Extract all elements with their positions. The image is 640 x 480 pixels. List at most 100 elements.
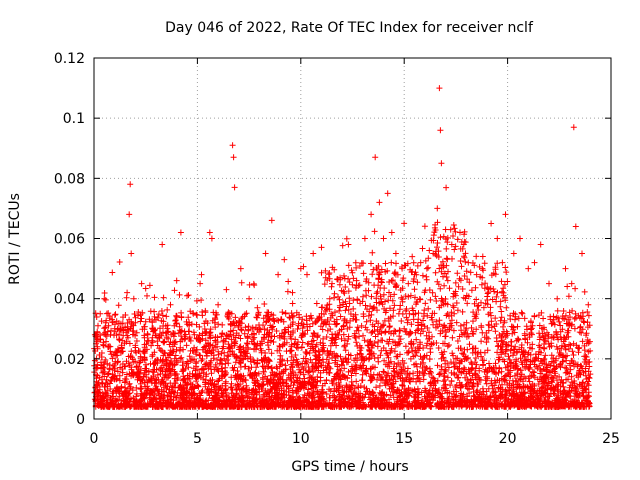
- data-point: [184, 292, 191, 299]
- data-point: [177, 229, 184, 236]
- data-point: [510, 250, 517, 257]
- data-point: [246, 295, 253, 302]
- data-point: [361, 235, 368, 242]
- data-point: [517, 235, 523, 242]
- data-point: [438, 160, 445, 167]
- data-point: [405, 280, 412, 287]
- data-point: [537, 241, 544, 248]
- data-point: [585, 301, 592, 308]
- data-point: [127, 181, 134, 188]
- data-point: [417, 259, 424, 266]
- data-point: [430, 250, 437, 257]
- data-point: [397, 361, 404, 368]
- data-point: [531, 259, 538, 266]
- data-point: [237, 265, 244, 272]
- data-point: [554, 295, 561, 302]
- data-point: [376, 199, 383, 206]
- data-point: [171, 355, 178, 362]
- data-point: [95, 379, 102, 386]
- data-point: [144, 331, 151, 338]
- data-point: [442, 226, 449, 233]
- data-point: [448, 241, 455, 248]
- data-point: [277, 379, 284, 386]
- y-tick-label: 0.08: [54, 171, 85, 187]
- data-point: [173, 277, 180, 284]
- data-point: [198, 271, 205, 278]
- data-point: [289, 289, 296, 296]
- data-point: [413, 349, 420, 356]
- data-point: [206, 229, 213, 236]
- data-point: [318, 310, 325, 317]
- data-point: [372, 154, 379, 161]
- data-point: [126, 211, 133, 218]
- data-point: [337, 274, 344, 281]
- data-point: [242, 376, 248, 383]
- data-point: [465, 259, 472, 266]
- data-point: [107, 331, 114, 338]
- x-tick-label: 5: [193, 431, 202, 447]
- data-point: [525, 265, 532, 272]
- data-point: [502, 211, 509, 218]
- data-point: [488, 220, 495, 227]
- data-point: [254, 304, 261, 311]
- data-point: [314, 373, 321, 380]
- y-tick-label: 0.06: [54, 232, 85, 248]
- data-point: [115, 385, 122, 392]
- data-point: [262, 250, 269, 257]
- data-point: [229, 142, 236, 149]
- data-point: [521, 373, 528, 380]
- data-point: [457, 229, 463, 236]
- chart-title: Day 046 of 2022, Rate Of TEC Index for r…: [165, 20, 534, 36]
- data-point: [275, 271, 282, 278]
- data-point: [570, 124, 577, 131]
- y-tick-label: 0.02: [54, 352, 85, 368]
- data-point: [258, 385, 265, 392]
- data-point: [368, 211, 375, 218]
- x-axis-label: GPS time / hours: [291, 459, 408, 475]
- data-point: [128, 250, 135, 257]
- data-point: [231, 184, 238, 191]
- data-point: [138, 280, 145, 287]
- data-point: [163, 385, 170, 392]
- y-tick-label: 0.12: [54, 51, 85, 67]
- data-point: [541, 379, 548, 386]
- data-point: [326, 295, 333, 302]
- data-point: [434, 205, 441, 212]
- x-tick-label: 10: [292, 431, 310, 447]
- data-point: [366, 355, 372, 362]
- y-tick-label: 0.1: [63, 111, 85, 127]
- data-point: [111, 325, 118, 332]
- data-point: [268, 217, 275, 224]
- x-tick-label: 20: [499, 431, 517, 447]
- data-point: [562, 265, 569, 272]
- data-point: [159, 241, 166, 248]
- data-point: [469, 364, 476, 371]
- data-point: [167, 301, 174, 308]
- data-point: [353, 277, 360, 284]
- x-tick-label: 15: [395, 431, 413, 447]
- data-point: [208, 235, 215, 242]
- data-point: [230, 154, 237, 161]
- x-tick-label: 0: [90, 431, 99, 447]
- data-point: [215, 301, 222, 308]
- data-point: [148, 379, 155, 386]
- data-point: [436, 85, 443, 92]
- data-point: [124, 289, 131, 296]
- background-scatter-cloud: [91, 184, 594, 410]
- data-point: [452, 355, 459, 362]
- data-point: [392, 250, 399, 257]
- data-point: [304, 271, 310, 278]
- data-point: [345, 241, 352, 248]
- y-tick-labels: 0 0.02 0.04 0.06 0.08 0.1 0.12: [54, 51, 85, 428]
- data-point: [103, 391, 110, 398]
- data-point: [481, 349, 488, 356]
- data-point: [297, 265, 304, 272]
- data-point: [411, 271, 418, 278]
- data-point: [579, 250, 585, 257]
- data-point: [546, 280, 552, 287]
- data-point: [384, 190, 391, 197]
- data-point: [117, 349, 124, 356]
- y-axis-label: ROTI / TECUs: [7, 193, 23, 285]
- data-point: [310, 250, 317, 257]
